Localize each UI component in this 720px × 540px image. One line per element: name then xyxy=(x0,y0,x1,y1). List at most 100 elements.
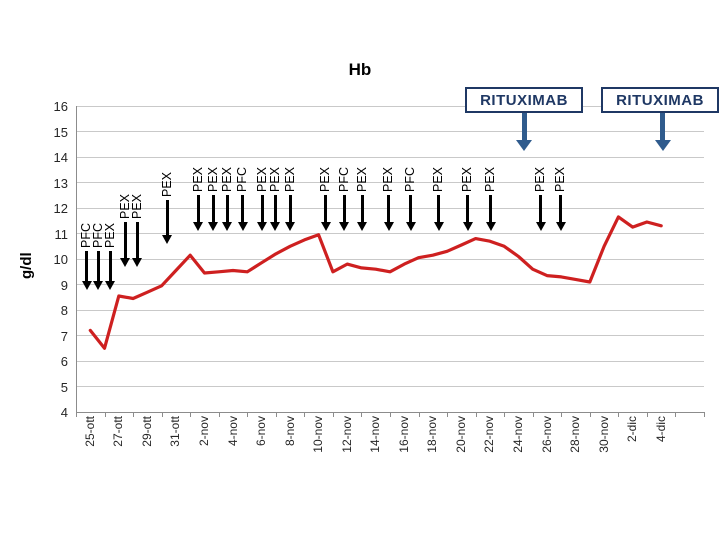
treatment-label: PEX xyxy=(267,167,282,193)
treatment-arrow-head xyxy=(132,257,143,267)
x-axis-tick xyxy=(618,412,620,417)
gridline xyxy=(76,258,704,260)
treatment-arrow-shaft xyxy=(342,195,346,223)
treatment-arrow-head xyxy=(208,221,219,231)
x-axis-tick xyxy=(447,412,449,417)
treatment-arrow-head xyxy=(81,280,92,290)
treatment-arrow-head xyxy=(193,221,204,231)
gridline xyxy=(76,335,704,336)
treatment-arrow-shaft xyxy=(85,251,89,282)
treatment-label: PEX xyxy=(190,167,205,193)
treatment-label: PEX xyxy=(129,194,144,220)
x-axis-tick xyxy=(504,412,506,417)
treatment-arrow-head xyxy=(485,221,496,231)
rituximab-arrow-head xyxy=(654,140,671,151)
treatment-arrow-shaft xyxy=(135,222,139,259)
treatment-arrow-shaft xyxy=(108,251,112,282)
treatment-arrow-head xyxy=(383,221,394,231)
treatment-label: PEX xyxy=(460,167,475,193)
x-axis-tick xyxy=(104,412,106,417)
gridline xyxy=(76,386,704,387)
x-axis-tick xyxy=(475,412,477,417)
treatment-arrow-head xyxy=(433,221,444,231)
x-axis-tick xyxy=(675,412,677,417)
treatment-arrow-shaft xyxy=(324,195,328,223)
rituximab-arrow-shaft xyxy=(660,113,666,140)
gridline xyxy=(76,105,704,107)
treatment-arrow-head xyxy=(405,221,416,231)
x-axis-tick xyxy=(561,412,563,417)
treatment-arrow-head xyxy=(270,221,281,231)
treatment-label: PEX xyxy=(205,167,220,193)
treatment-arrow-shaft xyxy=(559,195,563,223)
treatment-arrow-head xyxy=(120,257,131,267)
gridline xyxy=(76,233,704,234)
treatment-arrow-head xyxy=(320,221,331,231)
y-axis-tick-label: 7 xyxy=(60,328,68,344)
x-axis-tick xyxy=(704,412,705,417)
treatment-arrow-shaft xyxy=(211,195,215,223)
treatment-label: PEX xyxy=(553,167,568,193)
hb-line-series xyxy=(88,215,663,350)
treatment-arrow-head xyxy=(555,221,566,231)
treatment-arrow-head xyxy=(237,221,248,231)
treatment-arrow-shaft xyxy=(466,195,470,223)
treatment-arrow-shaft xyxy=(387,195,391,223)
x-axis-tick xyxy=(589,412,591,417)
treatment-label: PEX xyxy=(354,167,369,193)
treatment-arrow-shaft xyxy=(260,195,264,223)
treatment-label: PEX xyxy=(431,167,446,193)
treatment-arrow-shaft xyxy=(489,195,493,223)
treatment-label: PEX xyxy=(318,167,333,193)
y-axis-tick-label: 9 xyxy=(60,277,68,293)
y-axis-tick-label: 14 xyxy=(53,150,68,165)
chart-title: Hb xyxy=(348,60,372,79)
treatment-arrow-shaft xyxy=(409,195,413,223)
x-axis-tick xyxy=(76,412,77,417)
treatment-arrow-shaft xyxy=(360,195,364,223)
y-axis-tick-label: 5 xyxy=(60,379,68,395)
rituximab-arrow-head xyxy=(516,140,533,151)
treatment-label: PEX xyxy=(219,167,234,193)
treatment-arrow-head xyxy=(162,234,173,244)
treatment-label: PEX xyxy=(381,167,396,193)
x-axis-tick xyxy=(133,412,135,417)
y-axis-tick-label: 6 xyxy=(60,354,68,369)
y-axis-tick-label: 15 xyxy=(53,124,68,140)
treatment-label: PEX xyxy=(159,172,174,198)
treatment-arrow-shaft xyxy=(123,222,127,259)
y-axis-line xyxy=(76,106,77,412)
treatment-arrow-shaft xyxy=(539,195,543,223)
treatment-arrow-shaft xyxy=(96,251,100,282)
y-axis-tick-label: 16 xyxy=(53,99,68,114)
y-axis-tick-label: 8 xyxy=(60,303,68,318)
treatment-arrow-head xyxy=(105,280,116,290)
rituximab-box-2: RITUXIMAB xyxy=(601,87,719,113)
treatment-label: PFC xyxy=(336,167,351,193)
treatment-arrow-head xyxy=(339,221,350,231)
treatment-arrow-head xyxy=(285,221,296,231)
treatment-label: PEX xyxy=(483,167,498,193)
treatment-label: PFC xyxy=(235,167,250,193)
gridline xyxy=(76,156,704,158)
treatment-arrow-shaft xyxy=(288,195,292,223)
treatment-arrow-head xyxy=(257,221,268,231)
treatment-label: PEX xyxy=(282,167,297,193)
x-axis-tick xyxy=(190,412,192,417)
y-axis-tick-label: 12 xyxy=(53,201,68,216)
treatment-arrow-head xyxy=(535,221,546,231)
x-axis-tick xyxy=(332,412,334,417)
x-axis-tick xyxy=(646,412,648,417)
gridline xyxy=(76,309,704,311)
rituximab-box-1: RITUXIMAB xyxy=(465,87,583,113)
treatment-arrow-head xyxy=(462,221,473,231)
treatment-label: PEX xyxy=(533,167,548,193)
x-axis-tick xyxy=(218,412,220,417)
gridline xyxy=(76,131,704,132)
x-axis-tick xyxy=(418,412,420,417)
gridline xyxy=(76,284,704,285)
treatment-label: PFC xyxy=(403,167,418,193)
rituximab-arrow-shaft xyxy=(521,113,527,140)
gridline xyxy=(76,182,704,183)
